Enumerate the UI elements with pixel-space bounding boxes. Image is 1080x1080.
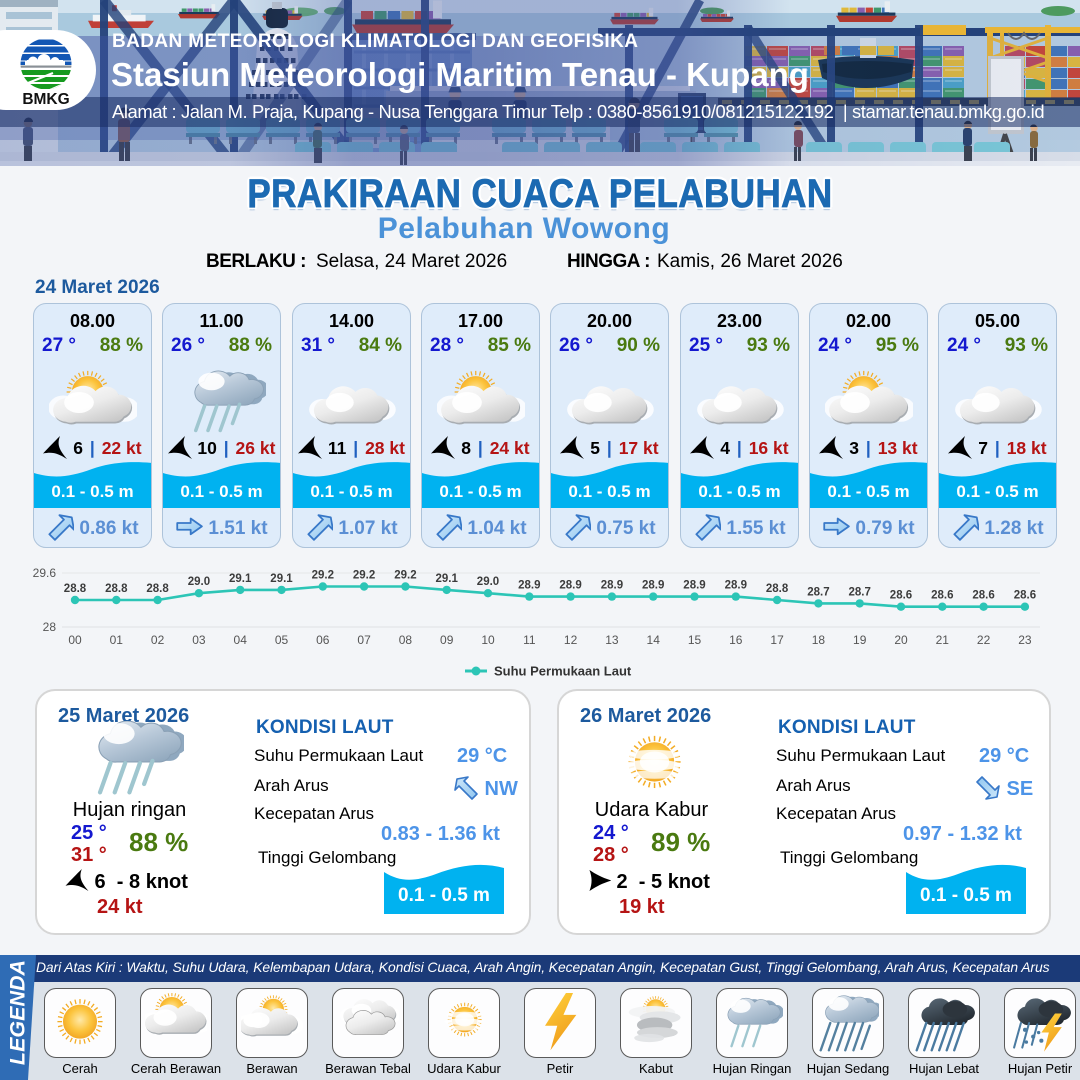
svg-text:Suhu Permukaan Laut: Suhu Permukaan Laut <box>494 664 632 679</box>
svg-text:29.0: 29.0 <box>188 576 210 588</box>
svg-text:22: 22 <box>977 633 991 647</box>
svg-text:BMKG: BMKG <box>22 91 69 108</box>
svg-text:28.6: 28.6 <box>890 590 912 602</box>
svg-text:29.2: 29.2 <box>353 570 375 582</box>
svg-text:05: 05 <box>275 633 289 647</box>
svg-text:29.1: 29.1 <box>270 573 293 585</box>
svg-text:28.6: 28.6 <box>1014 590 1036 602</box>
svg-text:23: 23 <box>1018 633 1032 647</box>
svg-text:28.9: 28.9 <box>642 580 664 592</box>
svg-text:17: 17 <box>770 633 784 647</box>
svg-text:16: 16 <box>729 633 743 647</box>
svg-text:28.7: 28.7 <box>849 586 871 598</box>
svg-text:29.2: 29.2 <box>394 570 416 582</box>
svg-text:29.1: 29.1 <box>229 573 252 585</box>
svg-text:08: 08 <box>399 633 413 647</box>
svg-text:07: 07 <box>357 633 371 647</box>
svg-text:28.7: 28.7 <box>807 586 829 598</box>
svg-text:28.9: 28.9 <box>683 580 705 592</box>
svg-text:29.2: 29.2 <box>312 570 334 582</box>
svg-text:12: 12 <box>564 633 578 647</box>
svg-text:01: 01 <box>110 633 124 647</box>
svg-text:20: 20 <box>894 633 908 647</box>
svg-text:28.8: 28.8 <box>146 583 169 595</box>
svg-text:28.9: 28.9 <box>725 580 747 592</box>
svg-text:04: 04 <box>234 633 248 647</box>
svg-text:28.8: 28.8 <box>105 583 128 595</box>
svg-text:03: 03 <box>192 633 206 647</box>
svg-text:29.0: 29.0 <box>477 576 499 588</box>
svg-text:00: 00 <box>68 633 82 647</box>
svg-text:10: 10 <box>481 633 495 647</box>
svg-text:13: 13 <box>605 633 619 647</box>
svg-text:28.8: 28.8 <box>766 583 789 595</box>
svg-text:28.6: 28.6 <box>972 590 994 602</box>
svg-text:28.8: 28.8 <box>64 583 87 595</box>
svg-text:09: 09 <box>440 633 454 647</box>
svg-text:28.9: 28.9 <box>601 580 623 592</box>
svg-text:28.9: 28.9 <box>518 580 540 592</box>
svg-text:02: 02 <box>151 633 165 647</box>
svg-text:14: 14 <box>647 633 661 647</box>
svg-text:18: 18 <box>812 633 826 647</box>
svg-text:29.1: 29.1 <box>436 573 459 585</box>
svg-text:19: 19 <box>853 633 867 647</box>
svg-text:28.9: 28.9 <box>559 580 581 592</box>
svg-text:28: 28 <box>43 620 57 634</box>
svg-text:29.6: 29.6 <box>33 566 57 580</box>
svg-text:21: 21 <box>936 633 950 647</box>
svg-text:11: 11 <box>523 633 536 647</box>
svg-text:28.6: 28.6 <box>931 590 953 602</box>
svg-text:15: 15 <box>688 633 702 647</box>
svg-text:06: 06 <box>316 633 330 647</box>
